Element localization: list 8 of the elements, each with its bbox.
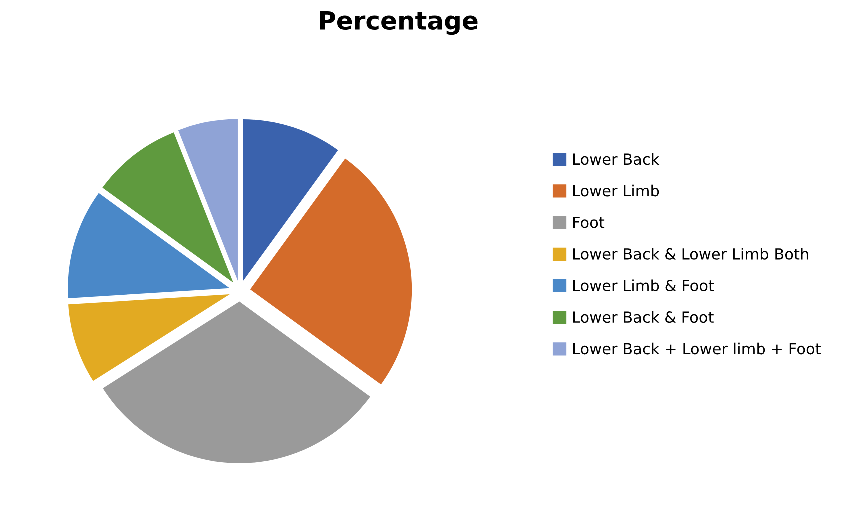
- legend-label: Lower Back & Lower Limb Both: [573, 248, 808, 260]
- legend-label: Lower Back & Foot: [573, 311, 714, 324]
- legend-label: Lower Limb & Foot: [573, 280, 714, 292]
- legend-label: Lower Back: [573, 153, 660, 166]
- legend-label: Foot: [573, 216, 605, 228]
- legend-label: Lower Back + Lower limb + Foot: [573, 342, 821, 355]
- legend-label: Lower Limb: [573, 184, 660, 197]
- chart-title: Percentage: [320, 11, 478, 36]
